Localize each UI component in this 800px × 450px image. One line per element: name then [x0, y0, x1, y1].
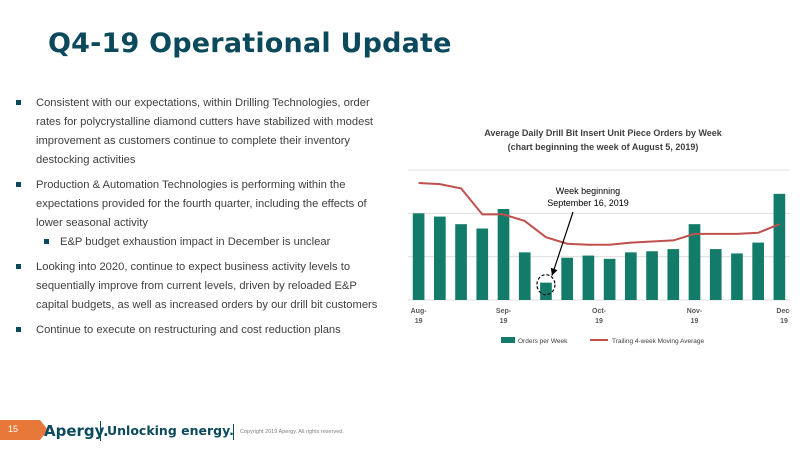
legend-swatch-bars — [501, 337, 515, 343]
page-number: 15 — [8, 424, 19, 434]
x-tick-label: Aug- — [411, 308, 428, 315]
bar — [752, 242, 765, 300]
bar — [561, 257, 574, 300]
x-tick-label: 19 — [415, 318, 423, 325]
annotation-text: Week beginning — [556, 186, 620, 196]
x-tick-label: 19 — [780, 318, 788, 325]
bar — [433, 216, 446, 300]
chart-subtitle: (chart beginning the week of August 5, 2… — [508, 142, 699, 152]
bullet-item: Consistent with our expectations, within… — [8, 94, 390, 170]
bar — [518, 252, 531, 300]
bar — [603, 258, 616, 300]
moving-average-line — [418, 182, 780, 246]
chart-legend: Orders per Week Trailing 4-week Moving A… — [501, 337, 705, 345]
orders-chart: Average Daily Drill Bit Insert Unit Piec… — [408, 128, 790, 345]
chart-gridlines — [408, 169, 790, 301]
bullet-item: Production & Automation Technologies is … — [8, 176, 390, 233]
bar — [709, 249, 722, 300]
bar — [497, 209, 510, 300]
x-tick-label: Nov- — [687, 308, 703, 315]
annotation-arrowhead — [550, 267, 558, 276]
page-number-badge — [0, 420, 48, 440]
bullet-list: Consistent with our expectations, within… — [8, 94, 390, 346]
legend-label-line: Trailing 4-week Moving Average — [612, 338, 705, 345]
copyright-divider — [233, 424, 234, 440]
copyright-text: Copyright 2019 Apergy. All rights reserv… — [240, 429, 344, 435]
x-tick-label: Dec- — [776, 308, 790, 315]
chart-title: Average Daily Drill Bit Insert Unit Piec… — [484, 128, 723, 138]
bar-series — [412, 193, 786, 300]
bar — [455, 224, 467, 300]
apergy-logo: Apergy. — [44, 422, 109, 440]
x-axis-ticks: Aug- 19 Sep- 19 Oct- 19 Nov- 19 Dec- 19 — [411, 308, 790, 325]
x-tick-label: 19 — [500, 318, 508, 325]
bar — [476, 228, 489, 300]
legend-label-bars: Orders per Week — [518, 338, 568, 345]
logo-divider — [100, 421, 101, 441]
bar — [582, 255, 595, 300]
x-tick-label: Sep- — [496, 308, 512, 315]
annotation-circle — [536, 274, 556, 296]
bar — [773, 193, 786, 300]
bar — [688, 224, 701, 300]
bar — [624, 252, 637, 300]
bullet-item: Continue to execute on restructuring and… — [8, 321, 390, 340]
tagline: Unlocking energy. — [107, 423, 234, 438]
x-tick-label: 19 — [595, 318, 603, 325]
bar — [646, 251, 658, 300]
bar — [412, 213, 425, 300]
sub-bullet-item: E&P budget exhaustion impact in December… — [8, 233, 390, 252]
annotation-text: September 16, 2019 — [547, 198, 629, 208]
annotation-callout: Week beginning September 16, 2019 — [536, 186, 629, 296]
bar — [667, 249, 680, 300]
annotation-arrow — [551, 211, 574, 276]
bullet-item: Looking into 2020, continue to expect bu… — [8, 258, 390, 315]
slide-title: Q4-19 Operational Update — [48, 28, 452, 59]
x-tick-label: 19 — [691, 318, 699, 325]
bar — [540, 282, 552, 300]
x-tick-label: Oct- — [592, 308, 607, 315]
bar — [731, 253, 743, 300]
